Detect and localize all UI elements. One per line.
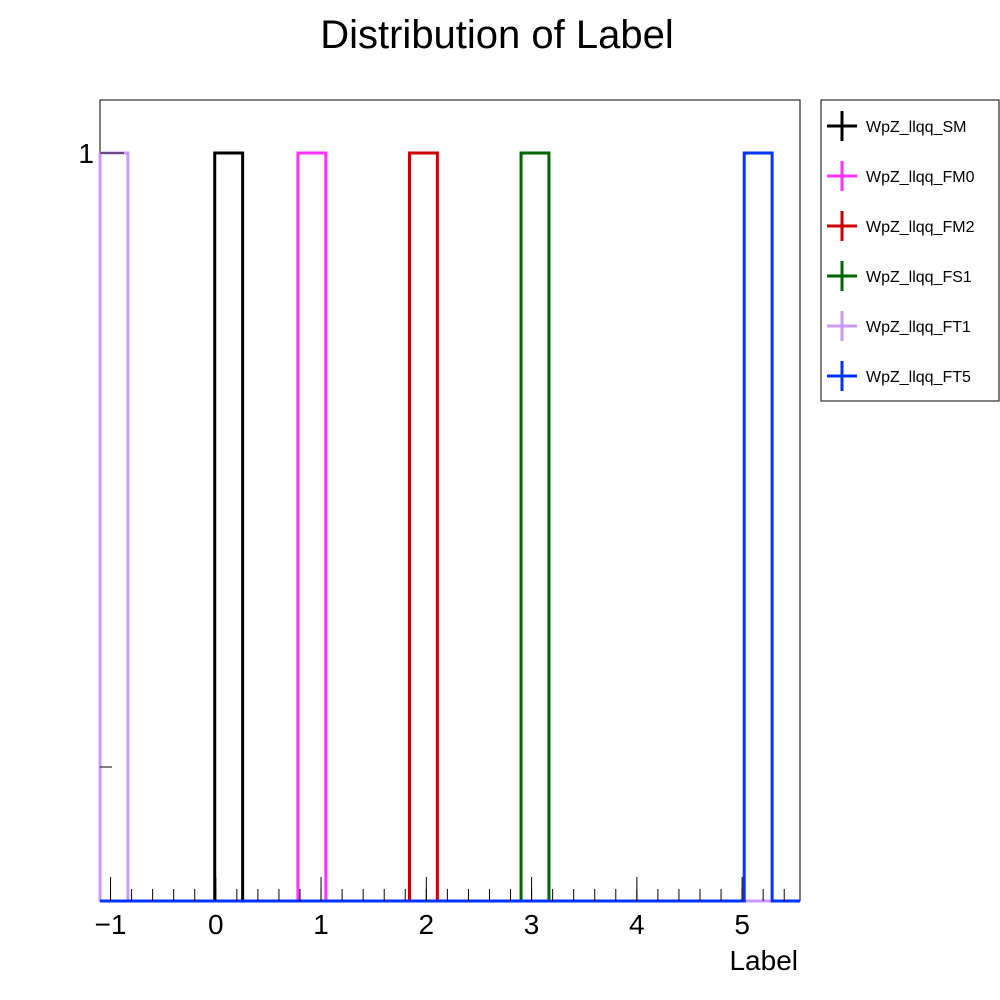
legend-entries: WpZ_llqq_SM WpZ_llqq_FM0 WpZ_llqq_FM2 WpZ_l… <box>827 111 975 391</box>
histogram-series-4 <box>100 151 800 903</box>
histogram-series-2 <box>100 151 800 903</box>
legend: WpZ_llqq_SM WpZ_llqq_FM0 WpZ_llqq_FM2 WpZ_l… <box>820 99 1000 402</box>
histogram-series-1 <box>100 151 800 903</box>
legend-entry-3: WpZ_llqq_FM2 <box>827 211 975 241</box>
legend-entry-2: WpZ_llqq_FM0 <box>827 161 975 191</box>
histogram-series-5 <box>98 151 800 903</box>
legend-label: WpZ_llqq_FM2 <box>866 219 975 236</box>
x-axis-title: Label <box>729 945 798 976</box>
legend-entry-5: WpZ_llqq_FT1 <box>827 311 971 341</box>
legend-label: WpZ_llqq_FT5 <box>866 369 971 386</box>
x-tick-label: 3 <box>524 909 540 940</box>
chart-title: Distribution of Label <box>320 13 674 57</box>
x-tick-label: 0 <box>208 909 224 940</box>
legend-label: WpZ_llqq_SM <box>866 119 966 136</box>
legend-label: WpZ_llqq_FT1 <box>866 319 971 336</box>
axes-layer: −1 0 1 2 3 4 5 1 <box>78 138 785 940</box>
legend-entry-4: WpZ_llqq_FS1 <box>827 261 972 291</box>
legend-entry-1: WpZ_llqq_SM <box>827 111 966 141</box>
y-tick-label: 1 <box>78 138 94 169</box>
x-tick-label: 5 <box>734 909 750 940</box>
histogram-series-3 <box>100 151 800 903</box>
legend-label: WpZ_llqq_FM0 <box>866 169 975 186</box>
legend-frame <box>820 99 1000 402</box>
histogram-series-6 <box>100 151 800 903</box>
x-tick-label: 1 <box>313 909 329 940</box>
x-tick-label: 4 <box>629 909 645 940</box>
legend-label: WpZ_llqq_FS1 <box>866 269 972 286</box>
histogram-layer <box>98 151 800 903</box>
x-tick-label: −1 <box>95 909 127 940</box>
plot-frame <box>99 99 801 902</box>
legend-entry-6: WpZ_llqq_FT5 <box>827 361 971 391</box>
x-tick-label: 2 <box>419 909 435 940</box>
